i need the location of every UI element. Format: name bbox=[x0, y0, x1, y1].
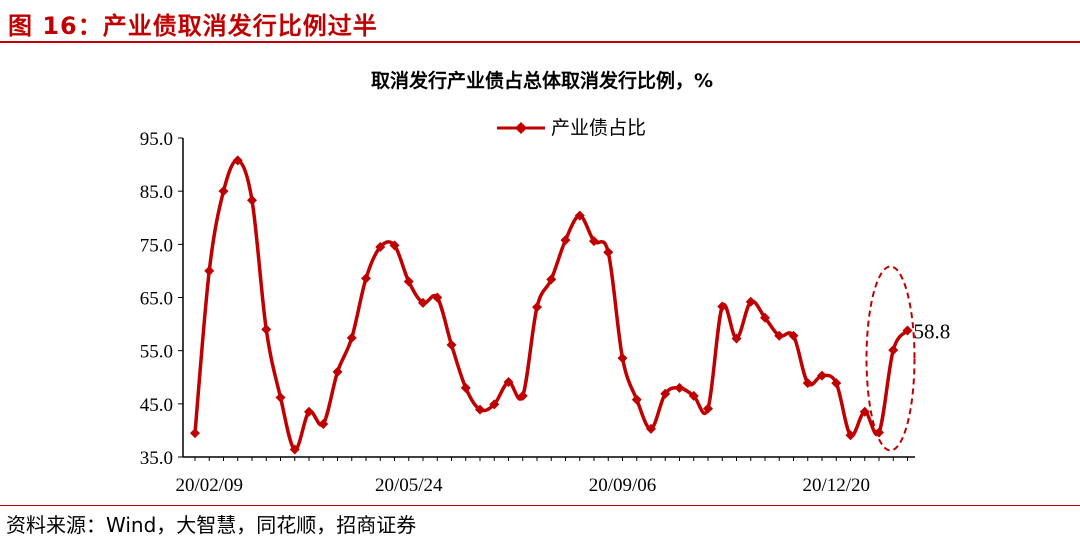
series-产业债占比 bbox=[190, 155, 913, 455]
data-point bbox=[688, 390, 699, 401]
y-tick-label: 55.0 bbox=[140, 342, 173, 363]
data-point bbox=[247, 195, 257, 206]
bottom-rule bbox=[0, 505, 1080, 506]
data-point bbox=[603, 247, 614, 258]
data-point bbox=[831, 378, 842, 389]
data-point bbox=[802, 378, 813, 389]
y-tick-label: 85.0 bbox=[140, 182, 173, 203]
data-point bbox=[375, 241, 386, 252]
data-point bbox=[346, 332, 357, 343]
y-tick-label: 45.0 bbox=[140, 395, 173, 416]
data-point bbox=[432, 292, 443, 303]
data-point bbox=[304, 406, 314, 417]
data-point bbox=[418, 297, 428, 308]
highlight-ellipse bbox=[865, 265, 916, 452]
x-tick-label: 20/02/09 bbox=[175, 475, 243, 496]
data-point bbox=[218, 186, 229, 197]
data-point bbox=[275, 392, 286, 403]
data-point bbox=[361, 273, 371, 284]
data-point bbox=[475, 404, 485, 415]
data-point bbox=[888, 345, 899, 356]
data-point bbox=[560, 235, 571, 246]
data-point bbox=[574, 210, 585, 221]
top-rule bbox=[0, 41, 1080, 43]
data-point bbox=[332, 366, 343, 377]
data-point bbox=[788, 330, 799, 341]
data-point bbox=[261, 324, 272, 335]
data-point bbox=[631, 394, 642, 405]
data-point bbox=[532, 302, 542, 313]
data-point bbox=[460, 382, 471, 393]
data-point bbox=[902, 325, 913, 336]
data-point bbox=[389, 240, 400, 251]
data-point bbox=[731, 333, 742, 344]
data-point bbox=[845, 430, 856, 441]
legend-marker bbox=[515, 122, 527, 134]
series-line bbox=[193, 158, 909, 452]
data-point bbox=[446, 339, 457, 350]
legend-label: 产业债占比 bbox=[551, 117, 646, 139]
data-point bbox=[760, 312, 770, 323]
data-point bbox=[489, 399, 500, 410]
data-point bbox=[703, 403, 713, 414]
data-point bbox=[817, 370, 827, 381]
y-tick-label: 95.0 bbox=[140, 129, 173, 150]
data-point bbox=[589, 236, 599, 247]
tick-labels: 35.0 45.0 55.0 65.0 75.0 85.0 95.0 20/02/09 20/0… bbox=[140, 129, 870, 496]
data-point bbox=[403, 276, 414, 287]
legend: 产业债占比 bbox=[497, 117, 646, 139]
data-point bbox=[660, 388, 671, 399]
data-point bbox=[717, 301, 728, 312]
axes bbox=[178, 137, 915, 461]
data-point bbox=[617, 353, 628, 364]
data-point bbox=[232, 155, 243, 166]
data-point bbox=[503, 377, 514, 388]
data-point bbox=[745, 296, 756, 307]
data-point bbox=[859, 406, 870, 417]
line-chart: 取消发行产业债占总体取消发行比例，% 产业债占比 35.0 45.0 55.0 65.… bbox=[140, 69, 951, 496]
annotation-label: 58.8 bbox=[914, 319, 951, 343]
y-tick-label: 75.0 bbox=[140, 235, 173, 256]
source-note: 资料来源：Wind，大智慧，同花顺，招商证券 bbox=[6, 513, 417, 537]
data-point bbox=[318, 419, 329, 430]
y-tick-label: 35.0 bbox=[140, 448, 173, 469]
x-tick-label: 20/05/24 bbox=[375, 475, 443, 496]
data-point bbox=[204, 265, 215, 276]
x-tick-label: 20/09/06 bbox=[589, 475, 657, 496]
data-point bbox=[774, 330, 785, 341]
y-tick-label: 65.0 bbox=[140, 289, 173, 310]
data-point bbox=[546, 274, 557, 285]
figure-title: 图 16：产业债取消发行比例过半 bbox=[8, 12, 378, 40]
x-tick-label: 20/12/20 bbox=[802, 475, 870, 496]
annotations: 58.8 bbox=[865, 265, 951, 452]
data-point bbox=[190, 428, 200, 439]
data-point bbox=[289, 444, 300, 455]
data-point bbox=[674, 382, 685, 393]
data-point bbox=[646, 423, 656, 434]
chart-title: 取消发行产业债占总体取消发行比例，% bbox=[371, 69, 713, 92]
data-point bbox=[517, 390, 528, 401]
